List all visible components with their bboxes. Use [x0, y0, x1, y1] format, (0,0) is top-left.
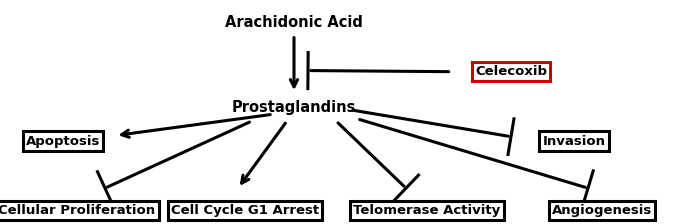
Text: Invasion: Invasion	[542, 135, 606, 148]
Text: Cellular Proliferation: Cellular Proliferation	[0, 204, 155, 217]
Text: Prostaglandins: Prostaglandins	[232, 100, 356, 115]
Text: Cell Cycle G1 Arrest: Cell Cycle G1 Arrest	[171, 204, 319, 217]
Text: Celecoxib: Celecoxib	[475, 65, 547, 78]
Text: Angiogenesis: Angiogenesis	[552, 204, 652, 217]
Text: Telomerase Activity: Telomerase Activity	[354, 204, 500, 217]
Text: Arachidonic Acid: Arachidonic Acid	[225, 15, 363, 30]
Text: Apoptosis: Apoptosis	[26, 135, 100, 148]
